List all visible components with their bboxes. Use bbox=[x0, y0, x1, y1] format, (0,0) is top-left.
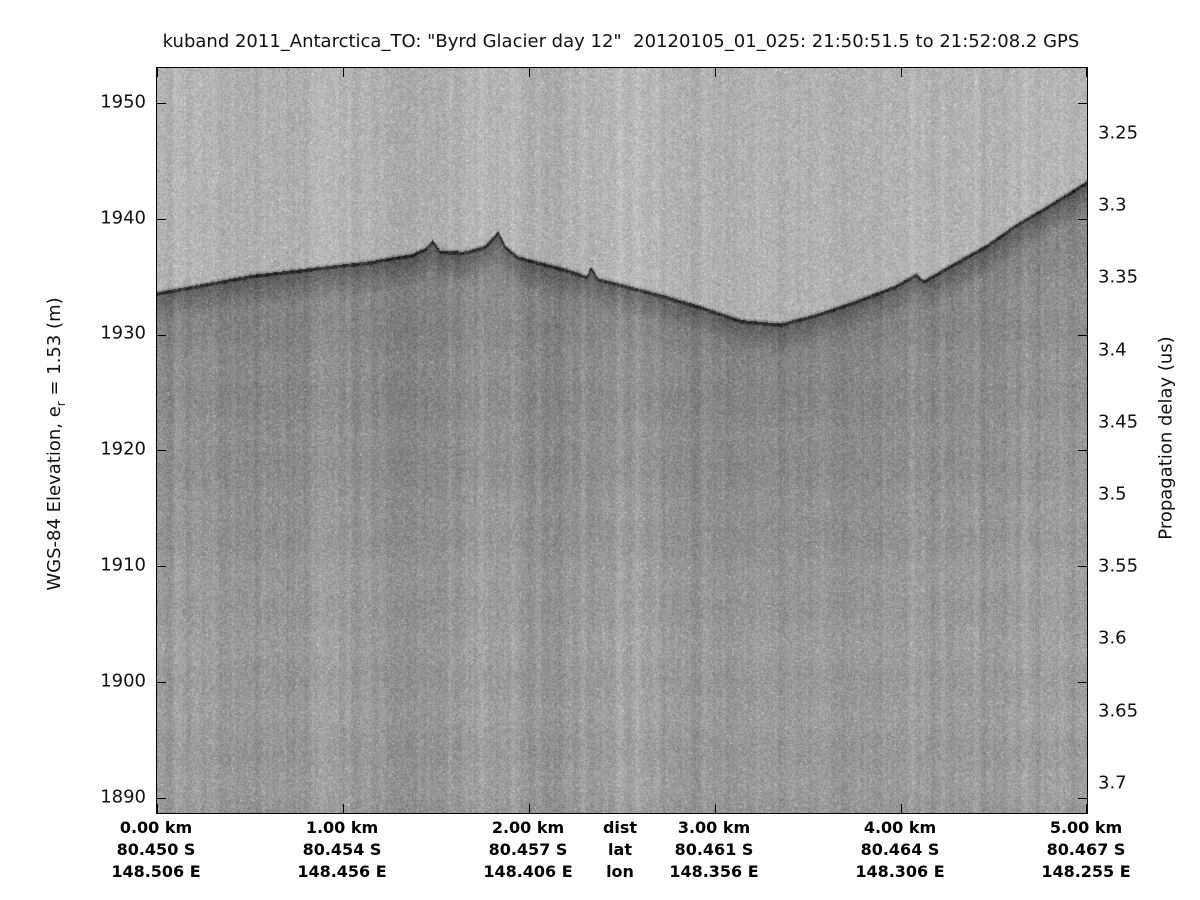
bottom-tick-column: 2.00 km 80.457 S 148.406 E bbox=[448, 817, 608, 883]
bottom-tick-dist: 3.00 km bbox=[677, 818, 751, 837]
bottom-tick-lat: 80.464 S bbox=[860, 840, 940, 859]
right-tick-label: 3.5 bbox=[1098, 483, 1127, 505]
axis-tick bbox=[529, 68, 530, 77]
left-tick-label: 1940 bbox=[100, 207, 146, 229]
axis-tick bbox=[343, 68, 344, 77]
right-tick-label: 3.6 bbox=[1098, 627, 1127, 649]
axis-tick bbox=[1078, 798, 1087, 799]
axis-tick bbox=[157, 804, 158, 813]
axis-tick bbox=[1078, 335, 1087, 336]
bottom-tick-lon: 148.456 E bbox=[297, 862, 387, 881]
left-tick-label: 1900 bbox=[100, 670, 146, 692]
axis-tick bbox=[529, 804, 530, 813]
right-axis-label: Propagation delay (us) bbox=[1155, 336, 1177, 540]
bottom-tick-lat: 80.461 S bbox=[674, 840, 754, 859]
left-tick-label: 1930 bbox=[100, 322, 146, 344]
axis-tick bbox=[1078, 566, 1087, 567]
bottom-tick-dist: 5.00 km bbox=[1049, 818, 1123, 837]
right-tick-label: 3.35 bbox=[1098, 266, 1139, 288]
left-axis-label-units: = 1.53 (m) bbox=[44, 297, 65, 402]
right-tick-label: 3.45 bbox=[1098, 411, 1139, 433]
axis-tick bbox=[901, 804, 902, 813]
axis-tick bbox=[1078, 219, 1087, 220]
left-tick-label: 1910 bbox=[100, 554, 146, 576]
plot-area bbox=[156, 67, 1088, 814]
bottom-tick-dist: 0.00 km bbox=[119, 818, 193, 837]
axis-tick bbox=[157, 682, 166, 683]
left-axis-label-subscript: r bbox=[54, 401, 68, 407]
bottom-tick-lon: 148.306 E bbox=[855, 862, 945, 881]
axis-tick bbox=[715, 804, 716, 813]
echogram-canvas bbox=[157, 68, 1087, 813]
axis-tick bbox=[901, 68, 902, 77]
bottom-tick-column: 1.00 km 80.454 S 148.456 E bbox=[262, 817, 422, 883]
axis-tick bbox=[157, 335, 166, 336]
axis-tick bbox=[1086, 804, 1087, 813]
axis-tick bbox=[1078, 450, 1087, 451]
bottom-tick-dist: 4.00 km bbox=[863, 818, 937, 837]
axis-tick bbox=[157, 450, 166, 451]
right-tick-label: 3.55 bbox=[1098, 555, 1139, 577]
right-tick-label: 3.3 bbox=[1098, 194, 1127, 216]
right-tick-label: 3.25 bbox=[1098, 122, 1139, 144]
bottom-tick-dist: 2.00 km bbox=[491, 818, 565, 837]
axis-tick bbox=[157, 219, 166, 220]
axis-tick bbox=[1086, 68, 1087, 77]
axis-tick bbox=[157, 68, 158, 77]
bottom-tick-column: 4.00 km 80.464 S 148.306 E bbox=[820, 817, 980, 883]
right-tick-label: 3.4 bbox=[1098, 339, 1127, 361]
bottom-tick-column: 5.00 km 80.467 S 148.255 E bbox=[1006, 817, 1166, 883]
bottom-tick-dist: 1.00 km bbox=[305, 818, 379, 837]
axis-tick bbox=[1078, 103, 1087, 104]
bottom-tick-column: 0.00 km 80.450 S 148.506 E bbox=[76, 817, 236, 883]
axis-tick bbox=[157, 566, 166, 567]
left-tick-label: 1890 bbox=[100, 786, 146, 808]
axis-tick bbox=[715, 68, 716, 77]
bottom-tick-column: 3.00 km 80.461 S 148.356 E bbox=[634, 817, 794, 883]
bottom-tick-lat: 80.450 S bbox=[116, 840, 196, 859]
left-tick-label: 1950 bbox=[100, 91, 146, 113]
figure-title: kuband 2011_Antarctica_TO: "Byrd Glacier… bbox=[162, 31, 1080, 52]
axis-tick bbox=[157, 798, 166, 799]
bottom-tick-lon: 148.406 E bbox=[483, 862, 573, 881]
right-tick-label: 3.7 bbox=[1098, 772, 1127, 794]
bottom-legend-dist: dist bbox=[602, 818, 638, 837]
bottom-legend-lat: lat bbox=[608, 840, 632, 859]
bottom-tick-lon: 148.356 E bbox=[669, 862, 759, 881]
axis-tick bbox=[343, 804, 344, 813]
bottom-tick-lat: 80.457 S bbox=[488, 840, 568, 859]
bottom-legend-lon: lon bbox=[606, 862, 634, 881]
bottom-tick-lat: 80.467 S bbox=[1046, 840, 1126, 859]
bottom-tick-lat: 80.454 S bbox=[302, 840, 382, 859]
left-tick-label: 1920 bbox=[100, 438, 146, 460]
axis-tick bbox=[157, 103, 166, 104]
right-tick-label: 3.65 bbox=[1098, 700, 1139, 722]
axis-tick bbox=[1078, 682, 1087, 683]
bottom-axis-legend: dist lat lon bbox=[540, 817, 700, 883]
bottom-tick-lon: 148.255 E bbox=[1041, 862, 1131, 881]
bottom-tick-lon: 148.506 E bbox=[111, 862, 201, 881]
